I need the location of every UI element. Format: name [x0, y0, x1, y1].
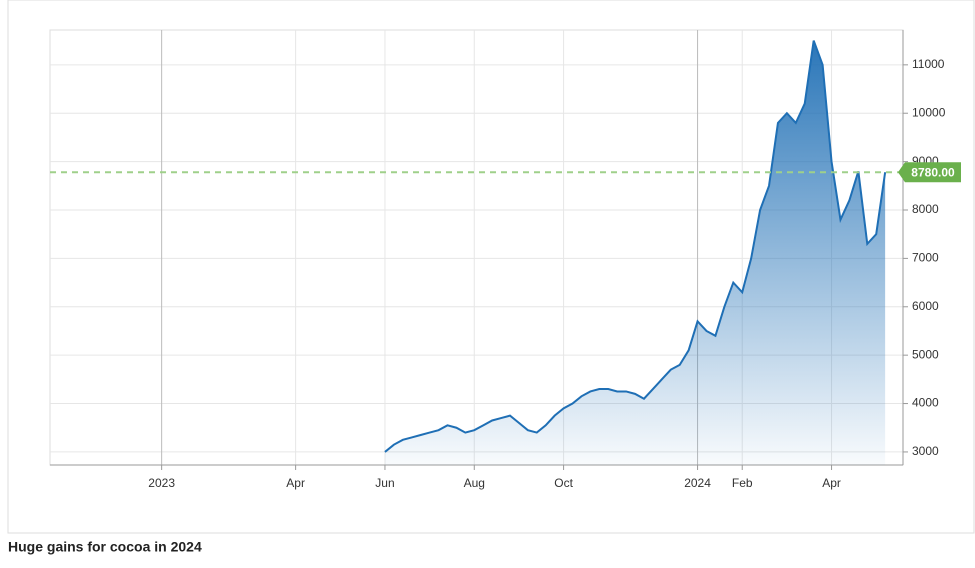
x-tick-label: 2023	[148, 476, 175, 490]
x-tick-label: Apr	[822, 476, 841, 490]
area-fill	[384, 40, 886, 465]
current-badge	[898, 162, 961, 183]
y-tick-label: 6000	[912, 299, 939, 313]
frame	[7, 0, 975, 534]
x-tick-label: Apr	[286, 476, 305, 490]
x-tick-label: Aug	[464, 476, 485, 490]
y-tick-label: 7000	[912, 251, 939, 265]
y-tick-label: 11000	[912, 57, 945, 71]
y-tick-label: 4000	[912, 396, 939, 410]
y-tick-label: 3000	[912, 444, 939, 458]
y-tick-label: 8000	[912, 202, 939, 216]
price-line	[384, 40, 887, 453]
x-tick-label: Jun	[375, 476, 394, 490]
caption: Huge gains for cocoa in 2024	[8, 539, 202, 555]
x-tick-label: 2024	[684, 476, 711, 490]
y-tick-label: 10000	[912, 105, 946, 119]
x-tick-label: Feb	[732, 476, 753, 490]
x-tick-label: Oct	[554, 476, 573, 490]
current-label: 8780.00	[911, 165, 955, 179]
y-tick-label: 5000	[912, 347, 939, 361]
